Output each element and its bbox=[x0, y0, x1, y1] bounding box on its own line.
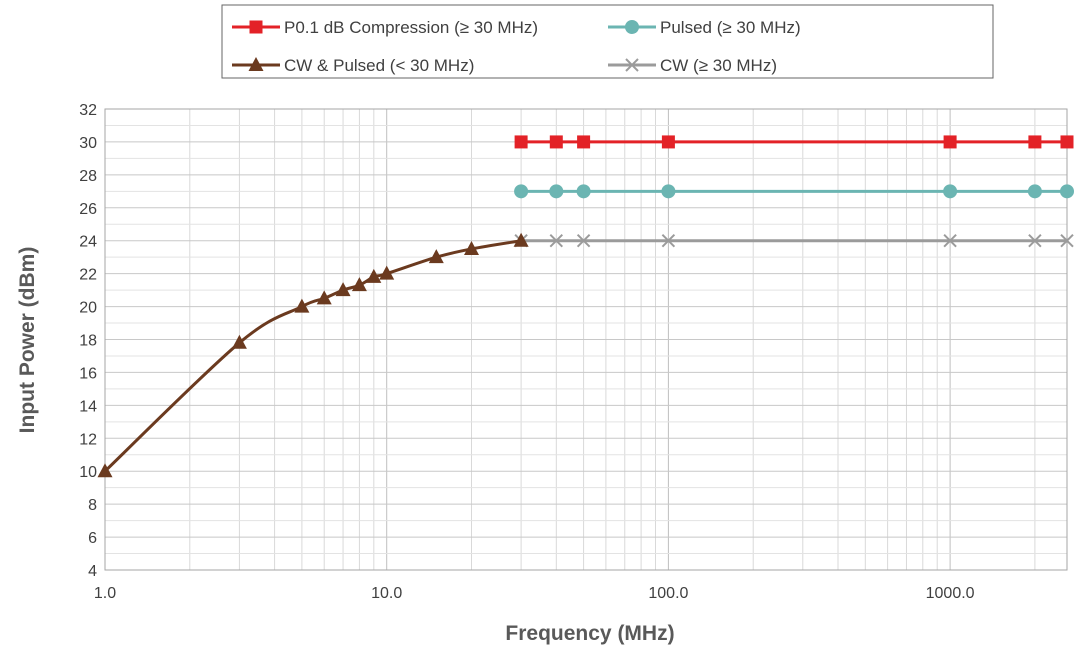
y-axis-title: Input Power (dBm) bbox=[16, 247, 39, 434]
data-point-triangle bbox=[513, 232, 529, 247]
data-point-x bbox=[549, 234, 564, 248]
y-tick-label: 4 bbox=[88, 563, 97, 580]
data-point-x-stroke bbox=[1028, 234, 1042, 248]
axes bbox=[104, 108, 1068, 571]
y-tick-label: 28 bbox=[79, 168, 97, 185]
data-point-triangle bbox=[351, 277, 367, 292]
data-point-x bbox=[661, 234, 676, 248]
series-triangle bbox=[97, 232, 529, 478]
data-point-circle bbox=[576, 184, 591, 199]
data-point-square bbox=[577, 135, 591, 149]
x-tick-label: 1000.0 bbox=[926, 585, 975, 602]
data-point-triangle bbox=[464, 240, 480, 255]
y-tick-label: 10 bbox=[79, 464, 97, 481]
tick-labels: 4 6 8 10 12 14 16 18 20 22 24 26 28 30 32 1.0 10.0 100.0 1… bbox=[79, 102, 974, 602]
x-tick-label: 1.0 bbox=[94, 585, 116, 602]
legend-item: P0.1 dB Compression (≥ 30 MHz) bbox=[232, 18, 538, 37]
series-x bbox=[514, 234, 1074, 248]
data-point-circle bbox=[1060, 184, 1074, 199]
y-tick-label: 30 bbox=[79, 135, 97, 152]
legend-label: P0.1 dB Compression (≥ 30 MHz) bbox=[284, 18, 538, 37]
data-point-x-stroke bbox=[943, 234, 957, 248]
y-tick-label: 22 bbox=[79, 267, 97, 284]
y-tick-label: 8 bbox=[88, 497, 97, 514]
x-tick-label: 10.0 bbox=[371, 585, 402, 602]
data-point-square bbox=[661, 135, 675, 149]
legend-item: CW (≥ 30 MHz) bbox=[608, 56, 777, 75]
data-point-x bbox=[1060, 234, 1074, 248]
x-axis-title: Frequency (MHz) bbox=[505, 622, 674, 645]
y-tick-label: 24 bbox=[79, 234, 97, 251]
data-point-x-stroke bbox=[625, 58, 639, 72]
data-point-circle bbox=[943, 184, 958, 199]
legend-label: CW & Pulsed (< 30 MHz) bbox=[284, 56, 474, 75]
x-tick-label: 100.0 bbox=[648, 585, 688, 602]
data-point-square bbox=[1028, 135, 1042, 149]
data-point-square bbox=[1060, 135, 1074, 149]
data-point-x bbox=[576, 234, 591, 248]
data-point-triangle bbox=[248, 57, 264, 71]
legend-item: Pulsed (≥ 30 MHz) bbox=[608, 18, 801, 37]
data-point-circle bbox=[1027, 184, 1042, 199]
y-tick-label: 18 bbox=[79, 333, 97, 350]
data-point-x-stroke bbox=[661, 234, 676, 248]
data-point-circle bbox=[549, 184, 564, 199]
data-point-triangle bbox=[97, 463, 113, 478]
data-point-circle bbox=[625, 20, 639, 34]
data-point-triangle bbox=[335, 282, 351, 297]
legend-item: CW & Pulsed (< 30 MHz) bbox=[232, 56, 474, 75]
plot-area-border bbox=[104, 108, 1068, 571]
series-group bbox=[97, 135, 1074, 478]
data-point-circle bbox=[661, 184, 676, 199]
series-circle bbox=[514, 184, 1074, 199]
data-point-triangle bbox=[379, 265, 395, 280]
data-point-circle bbox=[514, 184, 529, 199]
y-tick-label: 16 bbox=[79, 365, 97, 382]
data-point-triangle bbox=[231, 334, 247, 349]
data-point-x bbox=[1028, 234, 1042, 248]
y-tick-label: 32 bbox=[79, 102, 97, 119]
data-point-triangle bbox=[316, 290, 332, 305]
data-point-triangle bbox=[294, 298, 310, 313]
series-square bbox=[514, 135, 1074, 149]
data-point-x bbox=[625, 58, 639, 72]
data-point-square bbox=[249, 20, 263, 34]
data-point-square bbox=[514, 135, 528, 149]
data-point-x-stroke bbox=[576, 234, 591, 248]
data-point-square bbox=[943, 135, 957, 149]
data-point-square bbox=[549, 135, 563, 149]
data-point-x bbox=[943, 234, 957, 248]
legend: P0.1 dB Compression (≥ 30 MHz) Pulsed (≥ … bbox=[221, 4, 994, 79]
grid bbox=[104, 108, 1067, 571]
data-point-triangle bbox=[366, 268, 382, 283]
y-tick-label: 20 bbox=[79, 300, 97, 317]
y-tick-label: 26 bbox=[79, 201, 97, 218]
legend-label: CW (≥ 30 MHz) bbox=[660, 56, 777, 75]
data-point-x-stroke bbox=[549, 234, 564, 248]
legend-label: Pulsed (≥ 30 MHz) bbox=[660, 18, 801, 37]
data-point-triangle bbox=[428, 249, 444, 264]
data-point-x-stroke bbox=[1060, 234, 1074, 248]
y-tick-label: 14 bbox=[79, 398, 97, 415]
y-tick-label: 12 bbox=[79, 431, 97, 448]
y-tick-label: 6 bbox=[88, 530, 97, 547]
legend-frame bbox=[221, 4, 994, 79]
